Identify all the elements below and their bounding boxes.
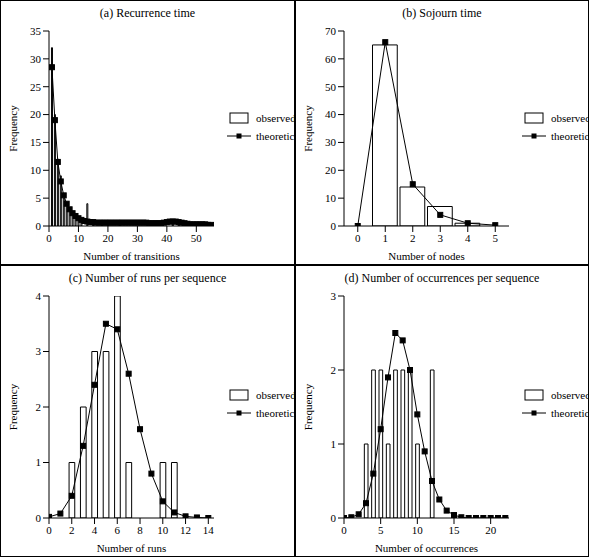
svg-text:2: 2	[331, 364, 337, 376]
svg-text:10: 10	[325, 192, 337, 204]
svg-text:30: 30	[325, 136, 337, 148]
svg-text:2: 2	[69, 524, 75, 536]
svg-text:10: 10	[157, 524, 169, 536]
svg-text:5: 5	[36, 192, 42, 204]
svg-text:1: 1	[331, 438, 337, 450]
svg-text:4: 4	[36, 290, 42, 302]
svg-text:0: 0	[355, 232, 361, 244]
svg-text:20: 20	[485, 524, 497, 536]
svg-text:60: 60	[325, 53, 337, 65]
svg-text:1: 1	[36, 456, 42, 468]
svg-text:3: 3	[36, 345, 42, 357]
svg-text:3: 3	[331, 290, 337, 302]
html-text:theoretical: theoretical	[256, 130, 303, 142]
svg-text:14: 14	[203, 524, 215, 536]
svg-text:20: 20	[325, 164, 337, 176]
svg-text:2: 2	[36, 401, 42, 413]
html-text:theoretical: theoretical	[256, 407, 303, 419]
svg-text:30: 30	[132, 232, 144, 244]
svg-text:Number of occurrences: Number of occurrences	[375, 542, 478, 554]
svg-text:6: 6	[115, 524, 121, 536]
html-text:(c) Number of runs per sequenc: (c) Number of runs per sequence	[68, 271, 227, 285]
html-text:observed: observed	[256, 389, 296, 401]
svg-text:50: 50	[325, 81, 337, 93]
svg-text:Frequency: Frequency	[302, 105, 314, 152]
svg-text:0: 0	[36, 512, 42, 524]
svg-text:0: 0	[46, 524, 52, 536]
svg-text:0: 0	[46, 232, 52, 244]
svg-text:40: 40	[325, 108, 337, 120]
svg-text:1: 1	[383, 232, 389, 244]
svg-text:5: 5	[378, 524, 384, 536]
svg-text:40: 40	[161, 232, 173, 244]
svg-text:0: 0	[36, 220, 42, 232]
html-text:observed: observed	[256, 112, 296, 124]
html-text:(a) Recurrence time: (a) Recurrence time	[99, 6, 196, 20]
svg-text:12: 12	[180, 524, 191, 536]
svg-text:3: 3	[438, 232, 444, 244]
svg-text:35: 35	[30, 25, 42, 37]
svg-text:20: 20	[30, 108, 42, 120]
svg-text:Frequency: Frequency	[302, 383, 314, 430]
svg-text:10: 10	[73, 232, 85, 244]
svg-text:0: 0	[331, 512, 337, 524]
svg-text:Frequency: Frequency	[8, 383, 19, 430]
svg-text:70: 70	[325, 25, 337, 37]
svg-text:Number of transitions: Number of transitions	[83, 250, 180, 262]
svg-text:5: 5	[493, 232, 499, 244]
svg-text:Number of nodes: Number of nodes	[388, 250, 464, 262]
svg-text:10: 10	[30, 164, 42, 176]
svg-text:4: 4	[465, 232, 471, 244]
svg-text:Frequency: Frequency	[8, 105, 19, 152]
svg-text:2: 2	[410, 232, 416, 244]
svg-text:50: 50	[191, 232, 203, 244]
svg-text:20: 20	[102, 232, 114, 244]
svg-text:0: 0	[341, 524, 347, 536]
html-text:(d) Number of occurrences per: (d) Number of occurrences per sequence	[344, 271, 540, 285]
svg-text:25: 25	[30, 81, 42, 93]
svg-text:4: 4	[92, 524, 98, 536]
svg-text:30: 30	[30, 53, 42, 65]
svg-text:8: 8	[137, 524, 143, 536]
svg-text:Number of runs: Number of runs	[97, 542, 167, 554]
svg-text:15: 15	[449, 524, 461, 536]
svg-text:0: 0	[331, 220, 337, 232]
html-text:(b) Sojourn time: (b) Sojourn time	[402, 6, 482, 20]
svg-text:15: 15	[30, 136, 42, 148]
svg-text:10: 10	[412, 524, 424, 536]
